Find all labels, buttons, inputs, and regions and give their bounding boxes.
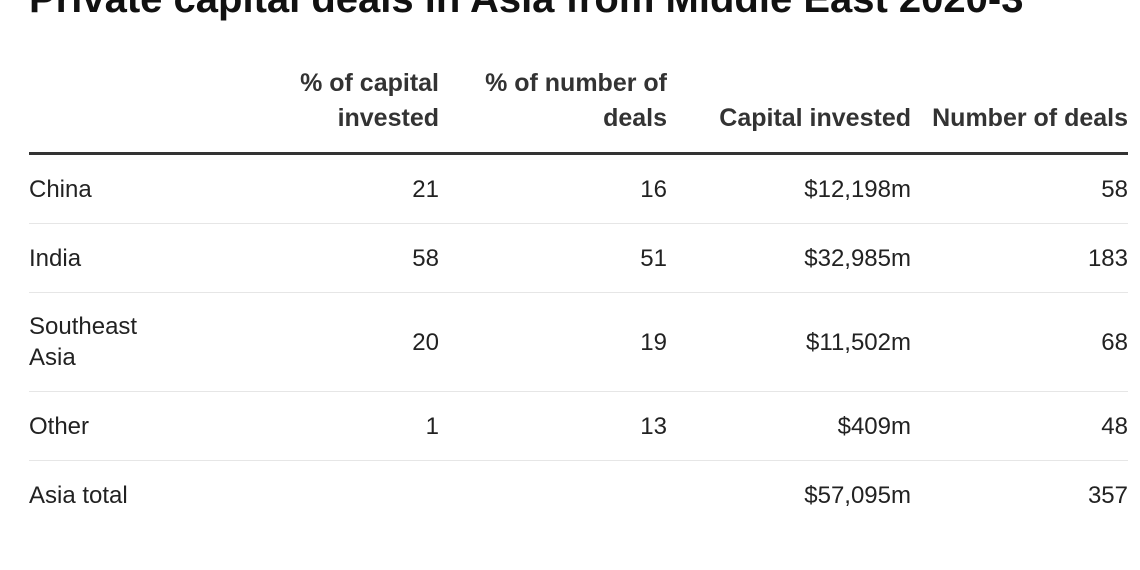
cell-pct-deals: 16 (439, 153, 667, 224)
cell-deals: 68 (911, 292, 1128, 392)
header-pct-deals: % of number of deals (439, 62, 667, 155)
cell-region: Asia total (29, 481, 128, 509)
cell-capital: $57,095m (804, 481, 911, 509)
cell-pct-capital: 20 (287, 292, 439, 392)
table-row: India 58 51 $32,985m 183 (29, 223, 1128, 293)
cell-pct-capital: 1 (287, 391, 439, 461)
cell-capital: $12,198m (667, 153, 911, 224)
deals-table: % of capital invested % of number of dea… (29, 62, 1128, 529)
cell-region: Other (29, 391, 287, 461)
cell-pct-capital (287, 461, 439, 530)
table-row: Southeast Asia 20 19 $11,502m 68 (29, 292, 1128, 392)
table-row-total: Asia total $57,095m 357 (29, 461, 1128, 530)
cell-deals: 183 (911, 223, 1128, 293)
cell-pct-deals: 13 (439, 391, 667, 461)
cell-pct-deals (439, 461, 667, 530)
cell-capital: $409m (667, 391, 911, 461)
cell-region: Southeast Asia (29, 292, 287, 392)
cell-deals: 357 (1087, 481, 1128, 509)
cell-region: China (29, 153, 287, 224)
header-region (29, 62, 287, 155)
cell-deals: 48 (911, 391, 1128, 461)
cell-pct-capital: 21 (287, 153, 439, 224)
cell-capital: $32,985m (667, 223, 911, 293)
cell-pct-deals: 51 (439, 223, 667, 293)
header-deals: Number of deals (911, 62, 1128, 155)
header-pct-capital: % of capital invested (287, 62, 439, 155)
table-row: Other 1 13 $409m 48 (29, 391, 1128, 461)
table-row: China 21 16 $12,198m 58 (29, 153, 1128, 224)
chart-title: Private capital deals in Asia from Middl… (29, 0, 1023, 22)
cell-deals: 58 (911, 153, 1128, 224)
cell-region: India (29, 223, 287, 293)
cell-pct-capital: 58 (287, 223, 439, 293)
cell-pct-deals: 19 (439, 292, 667, 392)
header-capital: Capital invested (667, 62, 911, 155)
cell-capital: $11,502m (667, 292, 911, 392)
header-row: % of capital invested % of number of dea… (29, 62, 1128, 155)
